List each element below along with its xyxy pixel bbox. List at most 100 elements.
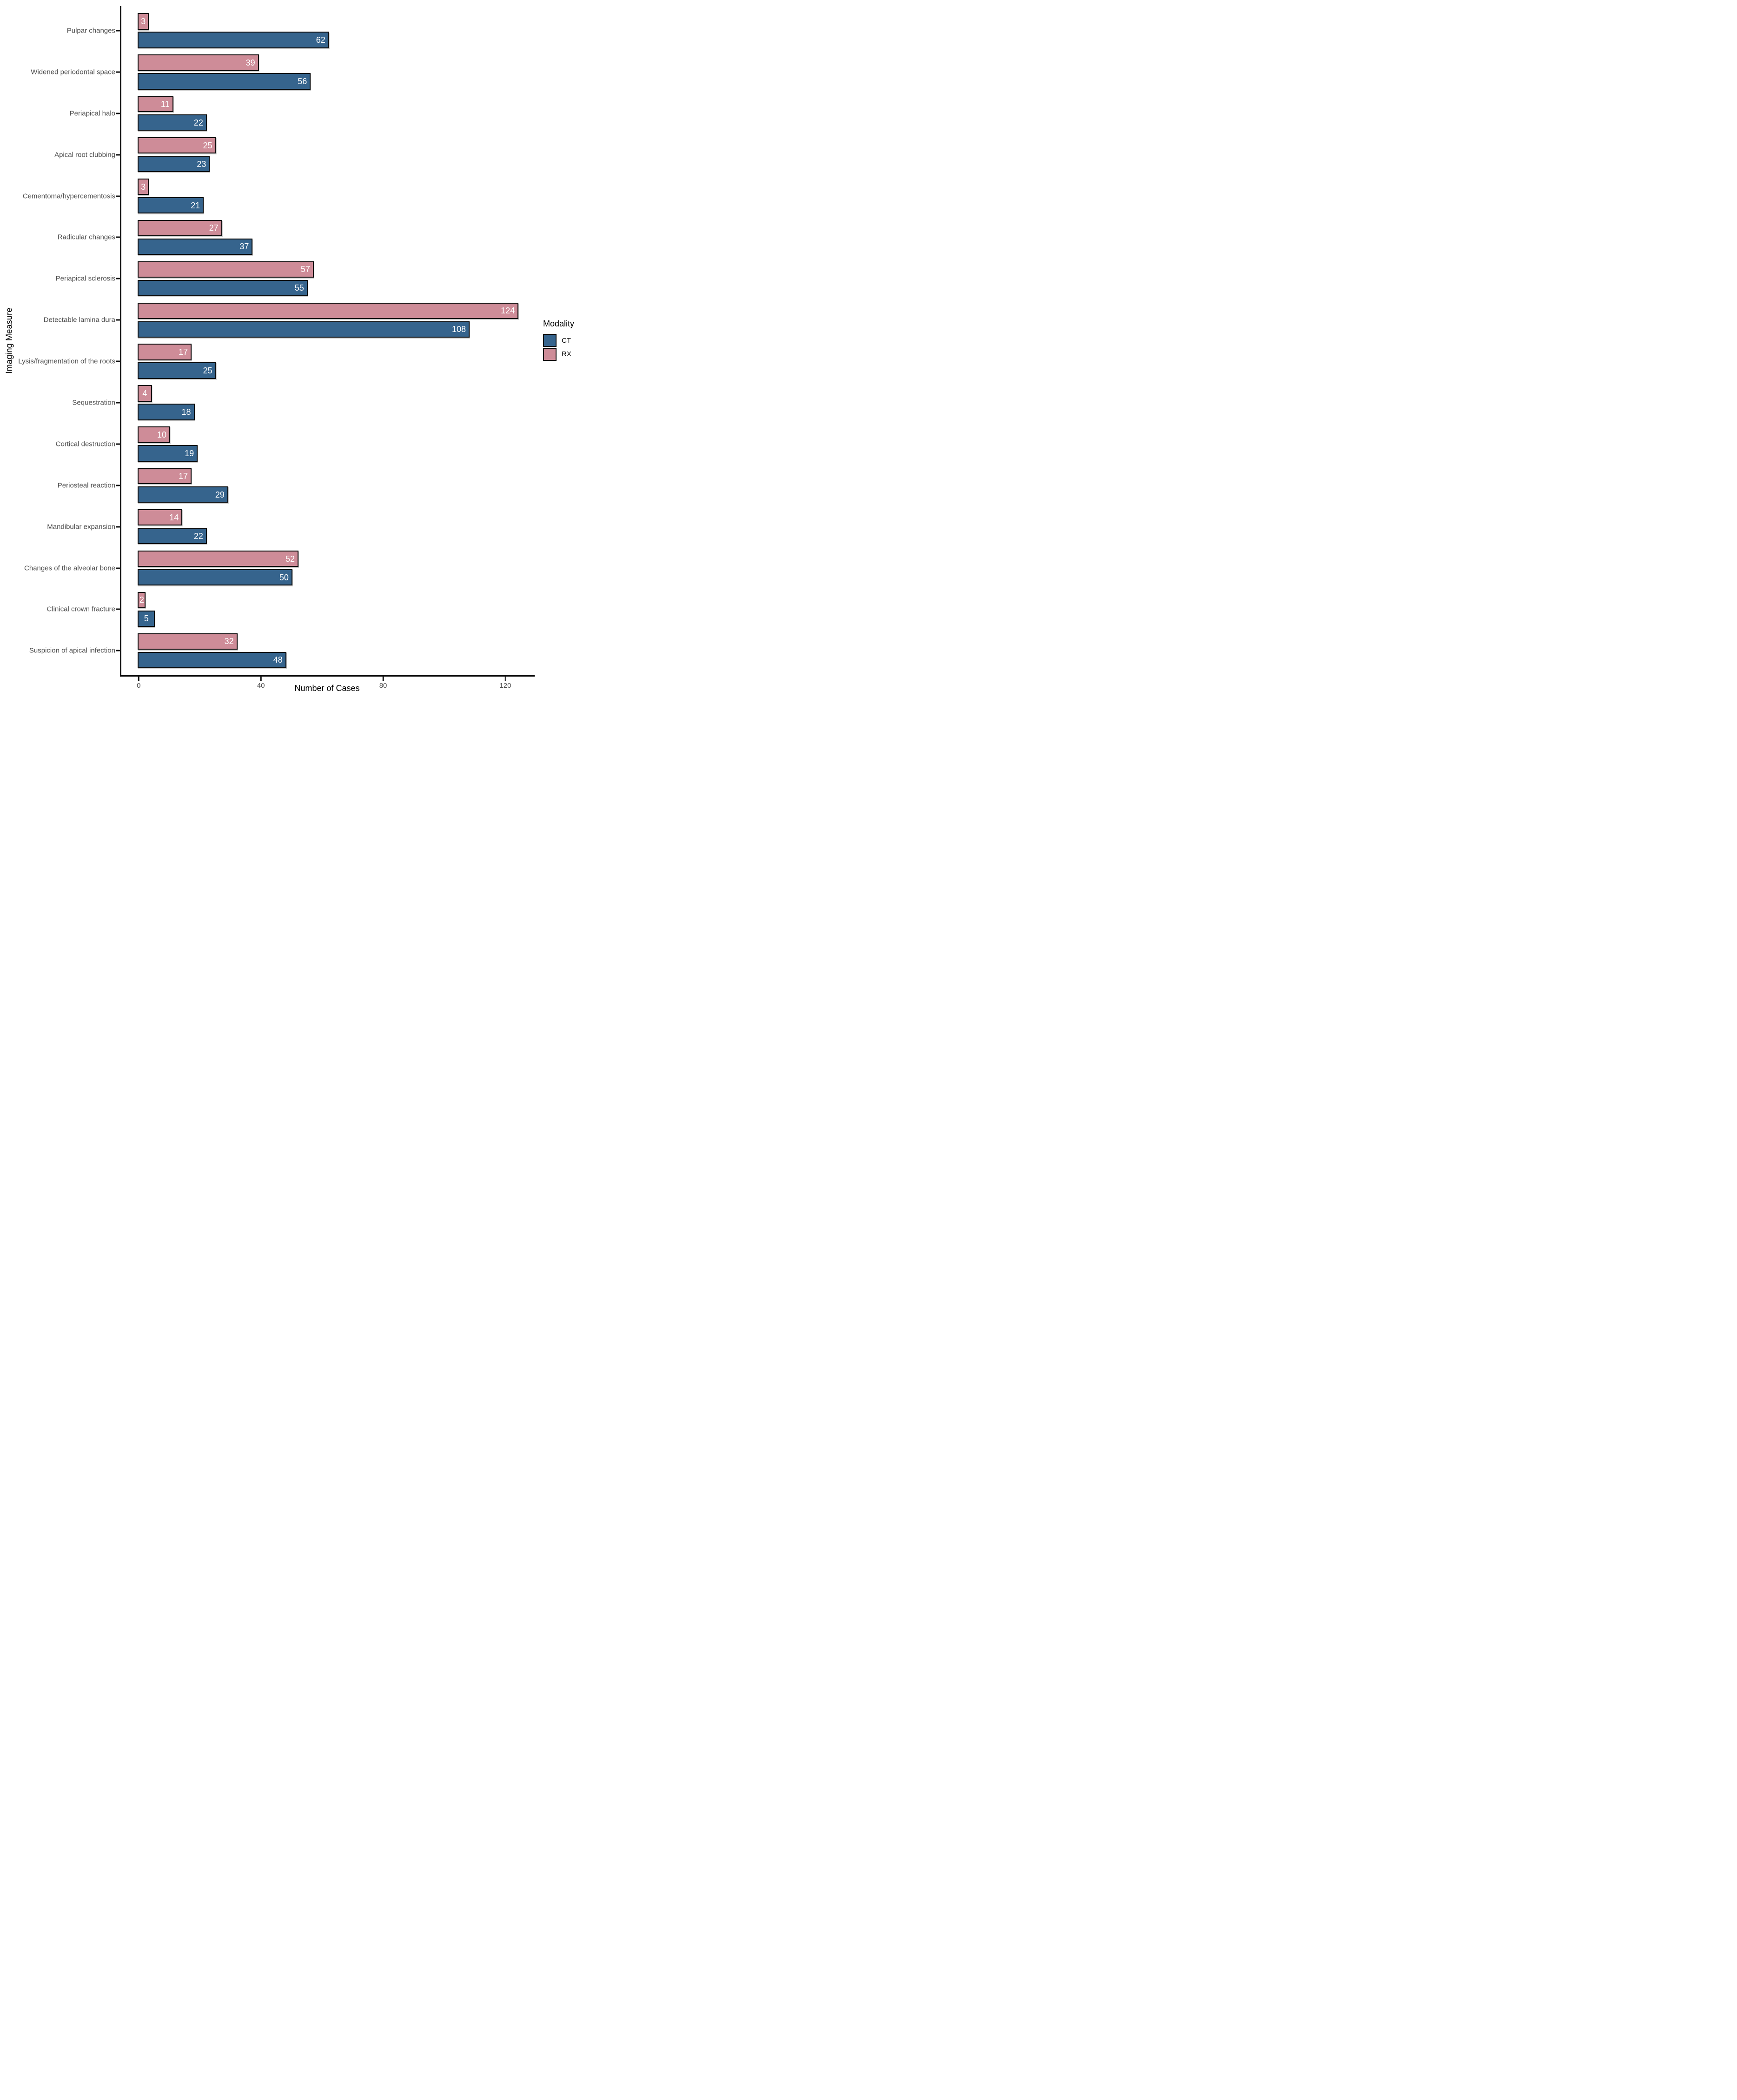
- bar: 19: [138, 445, 198, 462]
- x-axis-tick: [260, 677, 262, 681]
- category-label: Widened periodontal space: [31, 68, 115, 76]
- bar: 50: [138, 569, 292, 586]
- bar-value-label: 56: [298, 76, 307, 86]
- legend-item-ct: CT: [543, 334, 578, 347]
- bar-value-label: 39: [245, 58, 255, 67]
- category-label: Periapical halo: [69, 109, 115, 118]
- bar-value-label: 22: [193, 531, 203, 541]
- bar: 10: [138, 426, 171, 443]
- x-axis-line: [120, 675, 535, 677]
- y-axis-tick: [116, 608, 120, 610]
- x-axis-title: Number of Cases: [294, 684, 360, 693]
- x-axis-tick-label: 40: [257, 682, 265, 690]
- bar-value-label: 48: [273, 655, 283, 665]
- category-label: Periosteal reaction: [57, 481, 115, 490]
- bar: 23: [138, 155, 210, 173]
- y-axis-tick: [116, 567, 120, 569]
- y-axis-tick: [116, 30, 120, 32]
- category-label: Periapical sclerosis: [55, 274, 115, 283]
- y-axis-title-wrap: Imaging Measure: [0, 6, 19, 675]
- bar-value-label: 3: [141, 16, 146, 26]
- bar: 3: [138, 178, 149, 195]
- category-label: Changes of the alveolar bone: [24, 564, 115, 572]
- bar: 108: [138, 321, 470, 338]
- bar: 2: [138, 591, 146, 609]
- y-axis-tick: [116, 443, 120, 445]
- y-axis-tick: [116, 154, 120, 156]
- bar: 5: [138, 610, 155, 627]
- y-axis-tick: [116, 319, 120, 321]
- bar-value-label: 17: [178, 471, 188, 481]
- bar-value-label: 23: [197, 159, 206, 169]
- bar: 22: [138, 527, 207, 545]
- bar: 3: [138, 13, 149, 30]
- legend-items: CT RX: [538, 334, 578, 361]
- bar: 14: [138, 509, 183, 526]
- bar: 37: [138, 238, 253, 255]
- bar: 21: [138, 197, 204, 214]
- ct-swatch: [543, 334, 557, 347]
- category-label: Radicular changes: [57, 233, 115, 241]
- bar: 17: [138, 344, 192, 360]
- y-axis-line: [120, 6, 121, 677]
- grouped-bar-chart-figure: Imaging Measure Number of Cases Modality…: [0, 0, 579, 700]
- rx-swatch: [543, 347, 557, 361]
- bar: 25: [138, 362, 216, 379]
- x-axis-tick: [504, 677, 506, 681]
- bar-value-label: 19: [185, 448, 194, 458]
- bar-value-label: 55: [294, 283, 304, 293]
- bar-value-label: 10: [157, 430, 167, 439]
- category-label: Sequestration: [72, 399, 115, 407]
- category-label: Lysis/fragmentation of the roots: [18, 357, 115, 366]
- category-label: Apical root clubbing: [54, 151, 115, 159]
- y-axis-tick: [116, 71, 120, 73]
- bar-value-label: 32: [224, 637, 234, 646]
- bar: 48: [138, 651, 286, 669]
- bar-value-label: 3: [141, 182, 146, 192]
- bar-value-label: 11: [160, 99, 170, 109]
- y-axis-tick: [116, 236, 120, 238]
- bar-value-label: 25: [203, 366, 212, 376]
- x-axis-tick: [138, 677, 139, 681]
- x-axis-tick-label: 80: [379, 682, 387, 690]
- y-axis-tick: [116, 360, 120, 362]
- bar: 22: [138, 114, 207, 131]
- bar-value-label: 2: [139, 595, 144, 605]
- category-label: Pulpar changes: [66, 27, 115, 35]
- bar: 11: [138, 96, 173, 113]
- bar: 124: [138, 302, 519, 319]
- bar-value-label: 21: [191, 200, 200, 210]
- bar-value-label: 52: [285, 554, 295, 564]
- bar: 17: [138, 468, 192, 485]
- bar: 32: [138, 633, 238, 650]
- bar-value-label: 22: [193, 118, 203, 127]
- category-label: Suspicion of apical infection: [29, 646, 115, 655]
- x-axis-tick-label: 120: [499, 682, 511, 690]
- bar-value-label: 4: [142, 388, 147, 398]
- bar: 27: [138, 219, 222, 237]
- bar-value-label: 25: [203, 140, 212, 150]
- bar-value-label: 14: [169, 512, 179, 522]
- bar: 52: [138, 550, 299, 567]
- bar-value-label: 29: [215, 490, 225, 499]
- bar-value-label: 37: [239, 242, 249, 252]
- legend-label: RX: [562, 350, 571, 358]
- y-axis-tick: [116, 485, 120, 486]
- x-axis-tick-label: 0: [137, 682, 141, 690]
- bar-value-label: 5: [144, 614, 149, 624]
- category-label: Detectable lamina dura: [43, 316, 115, 324]
- legend: Modality CT RX: [538, 319, 578, 361]
- bar-value-label: 50: [279, 572, 289, 582]
- x-axis-tick: [382, 677, 384, 681]
- bar-value-label: 62: [316, 35, 325, 45]
- legend-item-rx: RX: [543, 347, 578, 361]
- category-label: Mandibular expansion: [47, 523, 115, 531]
- y-axis-tick: [116, 113, 120, 114]
- bar: 29: [138, 486, 228, 503]
- bar: 18: [138, 404, 195, 420]
- y-axis-tick: [116, 650, 120, 651]
- bar: 55: [138, 279, 308, 297]
- bar: 39: [138, 54, 259, 71]
- legend-title: Modality: [543, 319, 575, 328]
- bar-value-label: 124: [501, 306, 515, 316]
